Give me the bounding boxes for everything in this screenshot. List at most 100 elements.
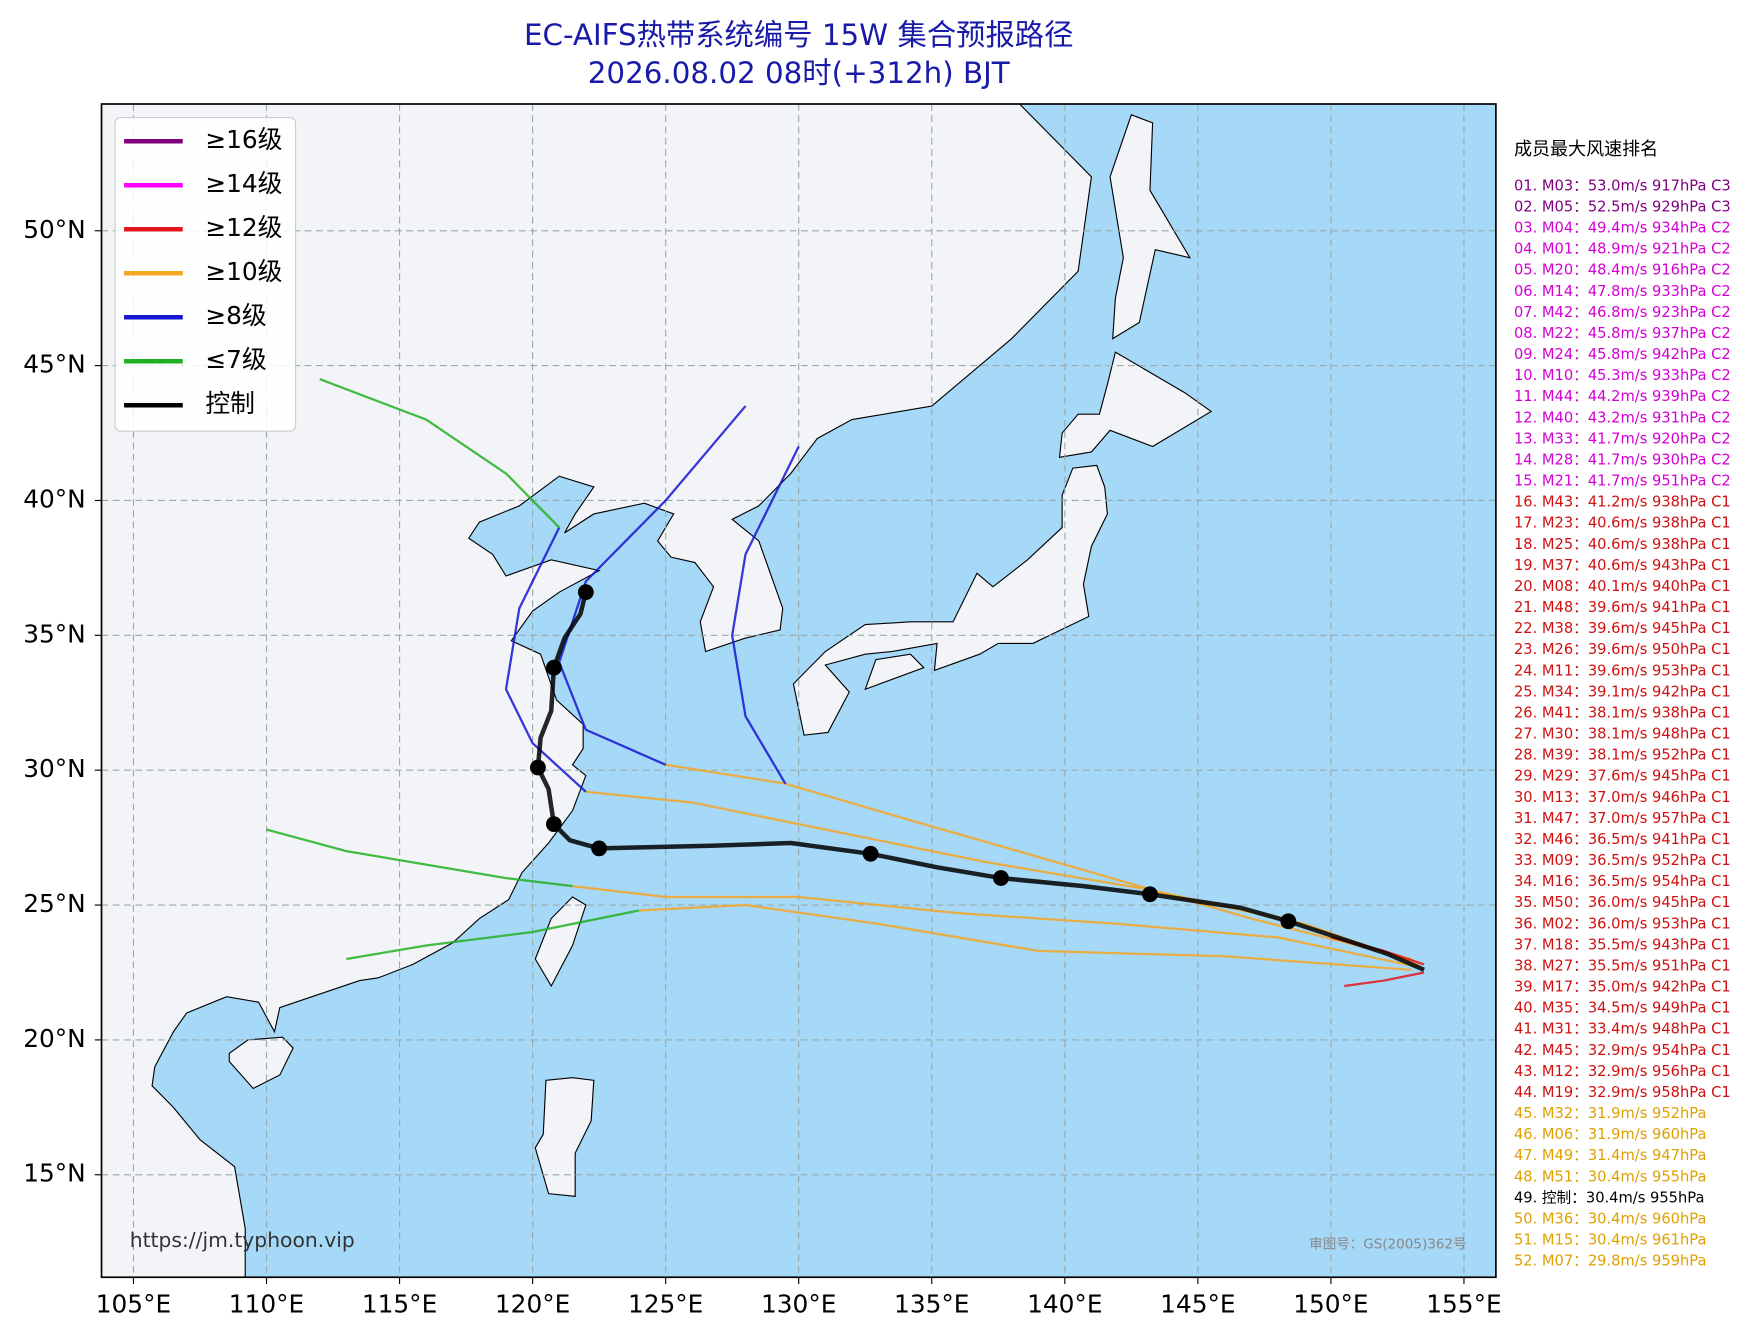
ranking-item: 27. M30：38.1m/s 948hPa C1	[1514, 726, 1731, 743]
ranking-item: 30. M13：37.0m/s 946hPa C1	[1514, 789, 1731, 806]
control-point	[546, 816, 562, 833]
source-url: https://jm.typhoon.vip	[130, 1228, 355, 1252]
y-tick-label: 30°N	[23, 754, 86, 783]
ranking-item: 34. M16：36.5m/s 954hPa C1	[1514, 873, 1731, 890]
x-tick-label: 155°E	[1426, 1289, 1501, 1318]
ranking-item: 21. M48：39.6m/s 941hPa C1	[1514, 599, 1731, 616]
y-tick-label: 15°N	[23, 1159, 86, 1188]
legend-label: ≥14级	[205, 169, 282, 198]
landmass	[534, 1077, 595, 1197]
ranking-item: 19. M37：40.6m/s 943hPa C1	[1514, 557, 1731, 574]
ranking-item: 43. M12：32.9m/s 956hPa C1	[1514, 1063, 1731, 1080]
x-tick-label: 135°E	[894, 1289, 969, 1318]
ranking-item: 11. M44：44.2m/s 939hPa C2	[1514, 388, 1731, 405]
ranking-item: 33. M09：36.5m/s 952hPa C1	[1514, 852, 1731, 869]
ranking-item: 13. M33：41.7m/s 920hPa C2	[1514, 430, 1731, 447]
control-point	[1280, 913, 1297, 930]
legend-label: ≤7级	[205, 345, 266, 374]
x-tick-label: 140°E	[1027, 1289, 1102, 1318]
ranking-item: 01. M03：53.0m/s 917hPa C3	[1514, 177, 1731, 194]
landmass	[1109, 114, 1192, 340]
x-tick-label: 110°E	[229, 1289, 304, 1318]
x-tick-label: 125°E	[628, 1289, 703, 1318]
y-tick-label: 45°N	[23, 350, 86, 379]
ranking-item: 18. M25：40.6m/s 938hPa C1	[1514, 536, 1731, 553]
ranking-item: 51. M15：30.4m/s 961hPa	[1514, 1232, 1707, 1249]
ranking-item: 04. M01：48.9m/s 921hPa C2	[1514, 241, 1731, 258]
member-track	[1344, 971, 1425, 988]
review-number: 审图号：GS(2005)362号	[1309, 1237, 1466, 1253]
ranking-item: 28. M39：38.1m/s 952hPa C1	[1514, 747, 1731, 764]
legend-label: ≥16级	[205, 125, 282, 154]
x-tick-label: 150°E	[1293, 1289, 1368, 1318]
ranking-item: 42. M45：32.9m/s 954hPa C1	[1514, 1042, 1731, 1059]
landmass	[792, 464, 1108, 736]
ranking-item: 02. M05：52.5m/s 929hPa C3	[1514, 198, 1731, 215]
ranking-item: 31. M47：37.0m/s 957hPa C1	[1514, 810, 1731, 827]
x-tick-label: 105°E	[96, 1289, 171, 1318]
member-track	[585, 790, 1420, 966]
ranking-item: 03. M04：49.4m/s 934hPa C2	[1514, 220, 1731, 237]
ranking-item: 47. M49：31.4m/s 947hPa	[1514, 1147, 1707, 1164]
x-tick-label: 130°E	[761, 1289, 836, 1318]
ranking-item: 45. M32：31.9m/s 952hPa	[1514, 1105, 1707, 1122]
member-track	[572, 885, 1419, 969]
legend-box	[114, 116, 297, 432]
x-tick-label: 145°E	[1160, 1289, 1235, 1318]
ranking-item: 40. M35：34.5m/s 949hPa C1	[1514, 1000, 1731, 1017]
ranking-item: 22. M38：39.6m/s 945hPa C1	[1514, 620, 1731, 637]
landmass	[101, 104, 1093, 1278]
ranking-item: 08. M22：45.8m/s 937hPa C2	[1514, 325, 1731, 342]
legend-label: ≥10级	[205, 257, 282, 286]
member-track	[319, 378, 561, 529]
ranking-item: 14. M28：41.7m/s 930hPa C2	[1514, 451, 1731, 468]
ranking-item: 12. M40：43.2m/s 931hPa C2	[1514, 409, 1731, 426]
ranking-item: 44. M19：32.9m/s 958hPa C1	[1514, 1084, 1731, 1101]
ranking-item: 25. M34：39.1m/s 942hPa C1	[1514, 683, 1731, 700]
ranking-item: 07. M42：46.8m/s 923hPa C2	[1514, 304, 1731, 321]
land	[101, 104, 1213, 1278]
ranking-item: 17. M23：40.6m/s 938hPa C1	[1514, 515, 1731, 532]
legend-label: ≥8级	[205, 301, 266, 330]
ranking-item: 20. M08：40.1m/s 940hPa C1	[1514, 578, 1731, 595]
landmass	[864, 653, 925, 691]
member-track	[731, 446, 800, 785]
landmass	[1058, 351, 1213, 459]
ranking-item: 52. M07：29.8m/s 959hPa	[1514, 1253, 1707, 1270]
ranking-item: 16. M43：41.2m/s 938hPa C1	[1514, 494, 1731, 511]
member-track	[504, 526, 587, 793]
control-point	[591, 840, 608, 857]
member-track	[266, 828, 573, 888]
ranking-item: 32. M46：36.5m/s 941hPa C1	[1514, 831, 1731, 848]
control-point	[862, 845, 879, 862]
member-track	[346, 909, 640, 961]
title: EC-AIFS热带系统编号 15W 集合预报路径	[524, 18, 1074, 52]
ranking-item: 05. M20：48.4m/s 916hPa C2	[1514, 262, 1731, 279]
landmass	[534, 896, 587, 988]
member-track	[638, 903, 1411, 971]
ranking-item: 37. M18：35.5m/s 943hPa C1	[1514, 936, 1731, 953]
legend-label: ≥12级	[205, 213, 282, 242]
control-point	[577, 584, 594, 601]
ranking-item: 15. M21：41.7m/s 951hPa C2	[1514, 473, 1731, 490]
ranking-item: 23. M26：39.6m/s 950hPa C1	[1514, 641, 1731, 658]
ranking-item: 35. M50：36.0m/s 945hPa C1	[1514, 894, 1731, 911]
y-tick-label: 20°N	[23, 1024, 86, 1053]
ranking-item: 10. M10：45.3m/s 933hPa C2	[1514, 367, 1731, 384]
ranking-item: 41. M31：33.4m/s 948hPa C1	[1514, 1021, 1731, 1038]
ranking-item: 06. M14：47.8m/s 933hPa C2	[1514, 283, 1731, 300]
y-tick-label: 50°N	[23, 215, 86, 244]
y-tick-label: 40°N	[23, 484, 86, 513]
ranking-item: 50. M36：30.4m/s 960hPa	[1514, 1211, 1707, 1228]
ranking-item: 38. M27：35.5m/s 951hPa C1	[1514, 957, 1731, 974]
ranking-item: 29. M29：37.6m/s 945hPa C1	[1514, 768, 1731, 785]
x-tick-label: 115°E	[362, 1289, 437, 1318]
y-tick-label: 25°N	[23, 889, 86, 918]
member-track	[665, 763, 1412, 961]
axes: 105°E 110°E 115°E 120°E 125°E 130°E 135°E 140°E…	[23, 215, 1501, 1319]
ranking: 成员最大风速排名 01. M03：53.0m/s 917hPa C3 02. M0…	[1514, 139, 1731, 1269]
ranking-item: 39. M17：35.0m/s 942hPa C1	[1514, 979, 1731, 996]
